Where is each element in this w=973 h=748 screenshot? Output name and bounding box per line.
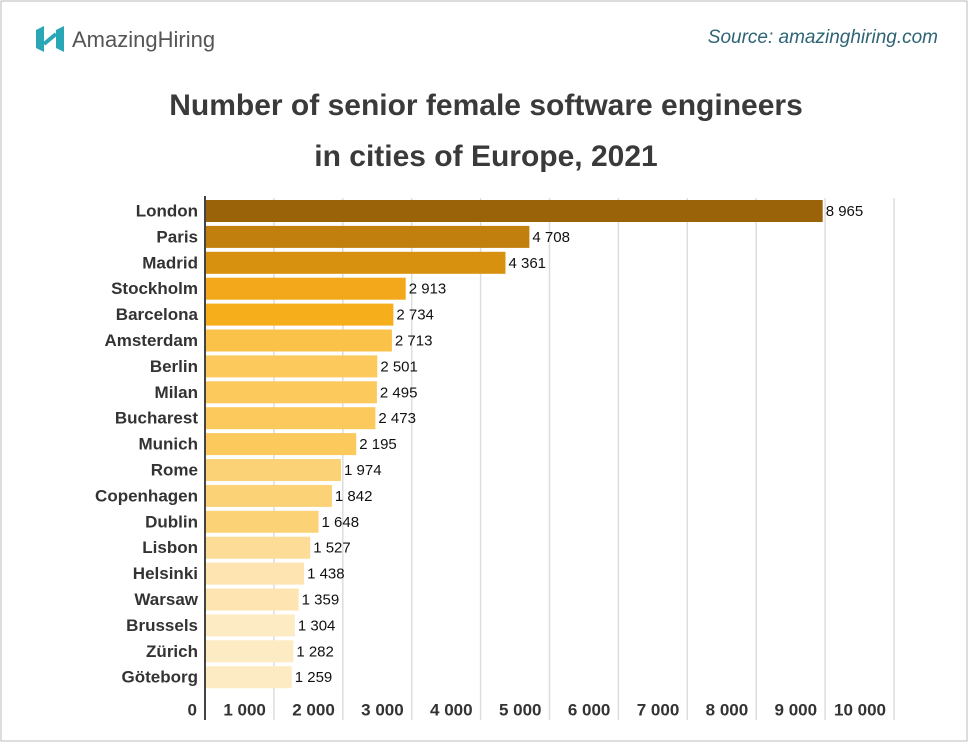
source: Source: amazinghiring.com [708, 27, 938, 48]
bar [206, 433, 357, 456]
bar [206, 251, 506, 274]
bar [206, 666, 292, 689]
category-label: Berlin [150, 357, 198, 376]
x-tick-label: 9 000 [775, 700, 818, 719]
value-label: 1 648 [322, 514, 360, 531]
x-tick-label: 1 000 [223, 700, 266, 719]
x-tick-label: 3 000 [361, 700, 404, 719]
category-label: Lisbon [142, 538, 198, 557]
bar [206, 588, 299, 611]
value-label: 2 473 [378, 410, 416, 427]
bar [206, 355, 378, 378]
chart-title: Number of senior female software enginee… [169, 89, 803, 122]
value-label: 2 734 [396, 307, 434, 324]
value-label: 1 438 [307, 566, 345, 583]
value-label: 2 501 [380, 358, 418, 375]
category-label: Rome [151, 460, 198, 479]
value-label: 2 913 [409, 281, 447, 298]
category-label: Milan [155, 383, 198, 402]
x-tick-label: 0 [188, 700, 197, 719]
x-tick-label: 10 000 [834, 700, 886, 719]
category-label: Madrid [142, 253, 198, 272]
category-label: London [136, 201, 198, 220]
category-label: Zürich [146, 642, 198, 661]
value-label: 1 259 [295, 669, 333, 686]
x-tick-label: 5 000 [499, 700, 542, 719]
value-label: 2 495 [380, 384, 418, 401]
bar [206, 200, 823, 222]
category-label: Dublin [145, 512, 198, 531]
category-label: Göteborg [122, 668, 199, 687]
value-label: 8 965 [826, 203, 864, 220]
bar [206, 562, 305, 585]
x-tick-label: 6 000 [568, 700, 611, 719]
bar [206, 640, 294, 663]
category-label: Barcelona [116, 305, 199, 324]
bar [206, 381, 377, 404]
x-tick-label: 2 000 [292, 700, 335, 719]
value-label: 1 842 [335, 488, 373, 505]
category-label: Brussels [126, 616, 198, 635]
bar [206, 225, 530, 248]
bar [206, 536, 311, 559]
chart-title: in cities of Europe, 2021 [314, 140, 657, 173]
category-label: Amsterdam [104, 331, 198, 350]
value-label: 1 282 [296, 643, 334, 660]
category-label: Warsaw [134, 590, 198, 609]
bar [206, 303, 394, 326]
category-label: Helsinki [133, 564, 198, 583]
x-tick-label: 8 000 [706, 700, 749, 719]
category-label: Copenhagen [95, 486, 198, 505]
bar [206, 459, 342, 481]
logo: AmazingHiring [72, 27, 215, 52]
category-label: Paris [156, 227, 198, 246]
category-label: Munich [139, 435, 199, 454]
bar [206, 510, 319, 533]
bar [206, 329, 392, 352]
bar [206, 614, 295, 637]
bar [206, 484, 332, 507]
logo-icon [36, 26, 64, 52]
value-label: 1 304 [298, 617, 336, 634]
value-label: 4 708 [532, 229, 570, 246]
value-label: 1 527 [313, 540, 351, 557]
value-label: 2 195 [359, 436, 397, 453]
x-tick-label: 4 000 [430, 700, 473, 719]
category-label: Stockholm [111, 279, 198, 298]
bar [206, 407, 376, 430]
value-label: 1 974 [344, 462, 382, 479]
value-label: 2 713 [395, 332, 433, 349]
bar [206, 277, 406, 300]
value-label: 1 359 [302, 591, 340, 608]
x-tick-label: 7 000 [637, 700, 680, 719]
value-label: 4 361 [508, 255, 546, 272]
category-label: Bucharest [115, 409, 198, 428]
